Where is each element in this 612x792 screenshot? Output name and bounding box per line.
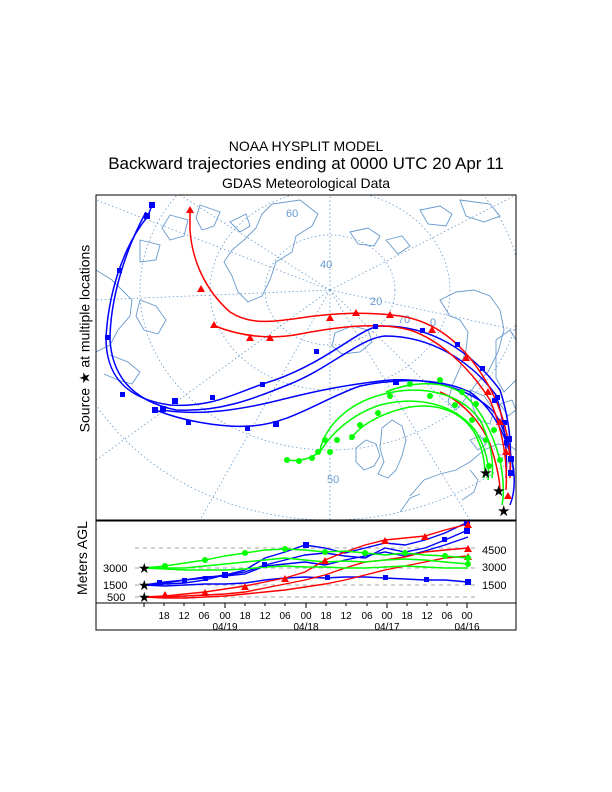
data-source-label: GDAS Meteorological Data [221, 175, 391, 191]
model-title: NOAA HYSPLIT MODEL [228, 138, 384, 154]
date-label: 04/17 [374, 622, 399, 633]
date-label: 04/16 [454, 622, 479, 633]
height-star-icon-1500: ★ [138, 577, 151, 593]
hour-tick: 18 [401, 611, 413, 622]
hour-tick: 00 [381, 611, 393, 622]
trajectory-subtitle: Backward trajectories ending at 0000 UTC… [108, 154, 504, 173]
grid-label-60: 60 [286, 208, 298, 220]
grid-label-40: 40 [320, 259, 332, 271]
coastlines [96, 199, 516, 513]
hour-tick: 12 [178, 611, 190, 622]
hour-tick: 12 [259, 611, 271, 622]
grid-label-20: 20 [370, 296, 382, 308]
grid-label-0-fragment: 0 [430, 317, 436, 329]
blue-trajectory-b [109, 211, 508, 479]
blue-height-markers [157, 521, 471, 585]
red-height-trace-a [143, 523, 469, 598]
blue-trajectory-a [105, 204, 512, 471]
source-star-markers: ★ ★ ★ [479, 465, 510, 520]
date-label: 04/18 [293, 622, 318, 633]
green-trajectory-d [385, 383, 505, 506]
right-level-3000: 3000 [482, 562, 506, 574]
hour-tick: 06 [279, 611, 291, 622]
hour-tick: 06 [361, 611, 373, 622]
left-level-3000: 3000 [103, 563, 127, 575]
red-markers [186, 206, 512, 499]
hour-tick: 06 [198, 611, 210, 622]
green-height-markers [162, 546, 471, 569]
grid-label-50: 50 [327, 474, 339, 486]
blue-height-trace-c [143, 576, 469, 587]
time-axis-ticks [143, 603, 468, 608]
hour-tick: 12 [340, 611, 352, 622]
height-star-icon-3000: ★ [138, 560, 151, 576]
height-panel: ★ ★ ★ 3000 1500 500 4500 3000 1500 18 12… [95, 520, 517, 633]
source-star-icon-2: ★ [492, 483, 505, 500]
green-markers [284, 377, 503, 469]
green-trajectory-c [349, 405, 486, 479]
blue-markers [105, 202, 514, 476]
hour-tick: 00 [300, 611, 312, 622]
right-level-4500: 4500 [482, 545, 506, 557]
hour-tick: 00 [461, 611, 473, 622]
green-height-trace-b [144, 557, 469, 569]
height-star-icon-500: ★ [138, 589, 151, 605]
left-level-1500: 1500 [103, 580, 127, 592]
hour-tick: 00 [219, 611, 231, 622]
red-height-trace-b [144, 547, 469, 598]
red-trajectory-a [189, 208, 512, 479]
hour-tick: 18 [158, 611, 170, 622]
green-trajectory-b [319, 400, 490, 481]
source-star-icon-1: ★ [479, 465, 492, 482]
source-star-icon-3: ★ [497, 503, 510, 520]
hour-tick: 06 [441, 611, 453, 622]
left-level-500: 500 [107, 592, 125, 604]
hour-tick: 18 [320, 611, 332, 622]
date-label: 04/19 [212, 622, 237, 633]
green-height-trace-c [143, 565, 468, 571]
red-height-trace-c [143, 555, 469, 599]
map-panel: 60 40 20 50 70 0 [95, 194, 517, 521]
hour-tick: 18 [239, 611, 251, 622]
right-level-1500: 1500 [482, 580, 506, 592]
hour-tick: 12 [421, 611, 433, 622]
height-star-markers: ★ ★ ★ [138, 560, 151, 605]
green-height-trace-a [143, 548, 469, 569]
